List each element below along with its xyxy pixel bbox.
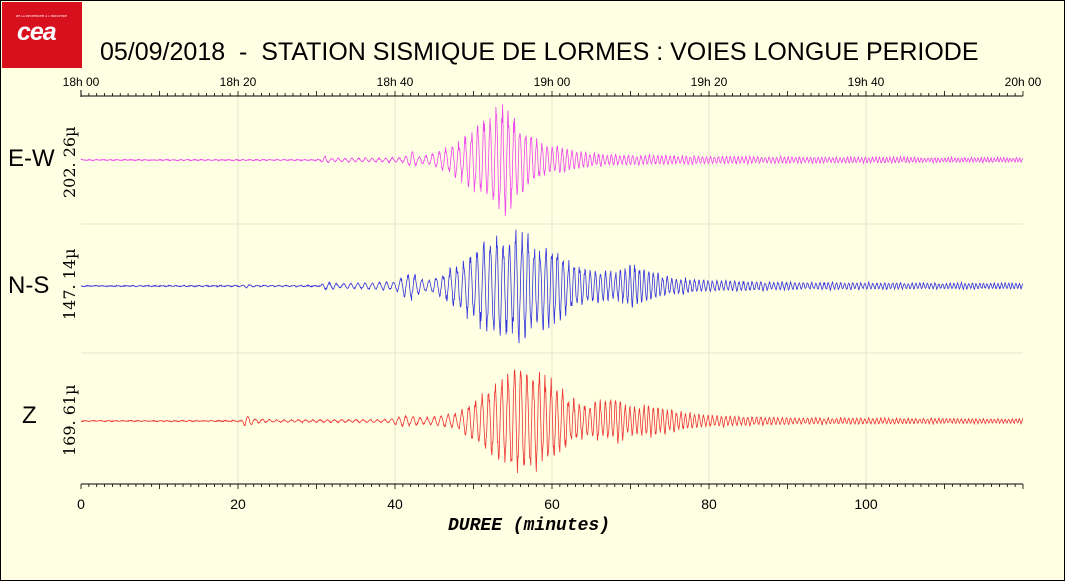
ticks: 18h 00 18h 20 18h 40 19h 00 19h 20 19h 40 20h … — [63, 75, 1042, 512]
bottom-tick-label: 80 — [701, 496, 717, 512]
bottom-tick-label: 0 — [77, 496, 85, 512]
logo-tagline: DE LA RECHERCHE À L'INDUSTRIE — [16, 14, 68, 18]
x-axis-label: DUREE (minutes) — [448, 516, 611, 536]
channel-label-z: Z — [22, 402, 37, 429]
top-tick-label: 19h 40 — [848, 75, 885, 89]
top-tick-label: 18h 00 — [63, 75, 100, 89]
traces — [80, 104, 1024, 474]
bottom-tick-label: 20 — [230, 496, 246, 512]
channel-label-ns: N-S — [8, 272, 50, 299]
logo-wordmark: cea — [17, 18, 57, 46]
amplitude-scale-z: 169. 61µ — [60, 384, 79, 456]
trace-ew — [80, 104, 1024, 217]
top-tick-label: 18h 20 — [220, 75, 257, 89]
trace-z — [80, 369, 1024, 474]
channel-label-ew: E-W — [8, 145, 55, 172]
amplitude-scale-ns: 147. 14µ — [60, 248, 79, 320]
chart-title: 05/09/2018 - STATION SISMIQUE DE LORMES … — [100, 38, 979, 66]
top-tick-label: 19h 00 — [534, 75, 571, 89]
top-tick-label: 20h 00 — [1005, 75, 1042, 89]
top-tick-label: 18h 40 — [377, 75, 414, 89]
amplitude-scale-ew: 202. 26µ — [60, 126, 79, 198]
trace-ns — [80, 229, 1024, 344]
cea-logo: DE LA RECHERCHE À L'INDUSTRIE cea — [2, 2, 82, 68]
bottom-tick-label: 100 — [854, 496, 878, 512]
grid-lines — [81, 96, 1023, 484]
bottom-tick-label: 40 — [387, 496, 403, 512]
bottom-tick-label: 60 — [544, 496, 560, 512]
top-tick-label: 19h 20 — [691, 75, 728, 89]
